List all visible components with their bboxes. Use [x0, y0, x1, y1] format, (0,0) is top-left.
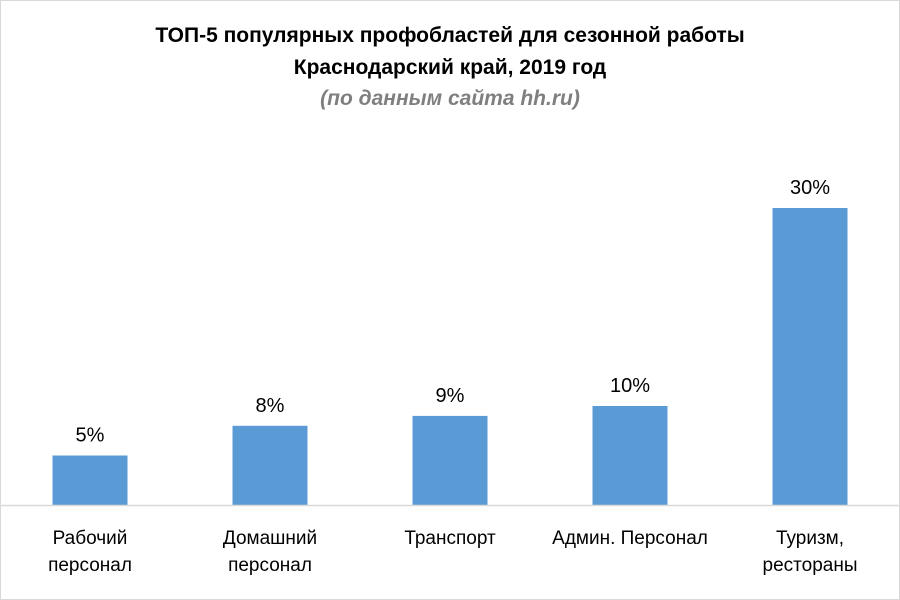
chart-title-line-2: Краснодарский край, 2019 год: [293, 56, 607, 79]
data-label-4: 30%: [790, 177, 830, 199]
category-label-0: Рабочий персонал: [48, 528, 132, 576]
category-label-3: Админ. Персонал: [552, 528, 708, 549]
category-label-2: Транспорт: [404, 528, 496, 549]
chart-subtitle: (по данным сайта hh.ru): [320, 87, 580, 110]
category-label-1: Домашний персонал: [223, 528, 317, 576]
bar-0: [52, 455, 128, 505]
chart-title-line-1: ТОП-5 популярных профобластей для сезонн…: [155, 24, 745, 47]
bar-1: [232, 425, 308, 505]
bar-3: [592, 406, 668, 505]
data-label-2: 9%: [436, 385, 465, 407]
bar-2: [412, 415, 488, 505]
data-label-1: 8%: [256, 395, 285, 417]
chart-title-block: ТОП-5 популярных профобластей для сезонн…: [0, 20, 900, 114]
data-label-3: 10%: [610, 375, 650, 397]
data-label-0: 5%: [76, 425, 105, 447]
category-label-4: Туризм, рестораны: [763, 528, 858, 576]
bar-4: [772, 208, 848, 505]
